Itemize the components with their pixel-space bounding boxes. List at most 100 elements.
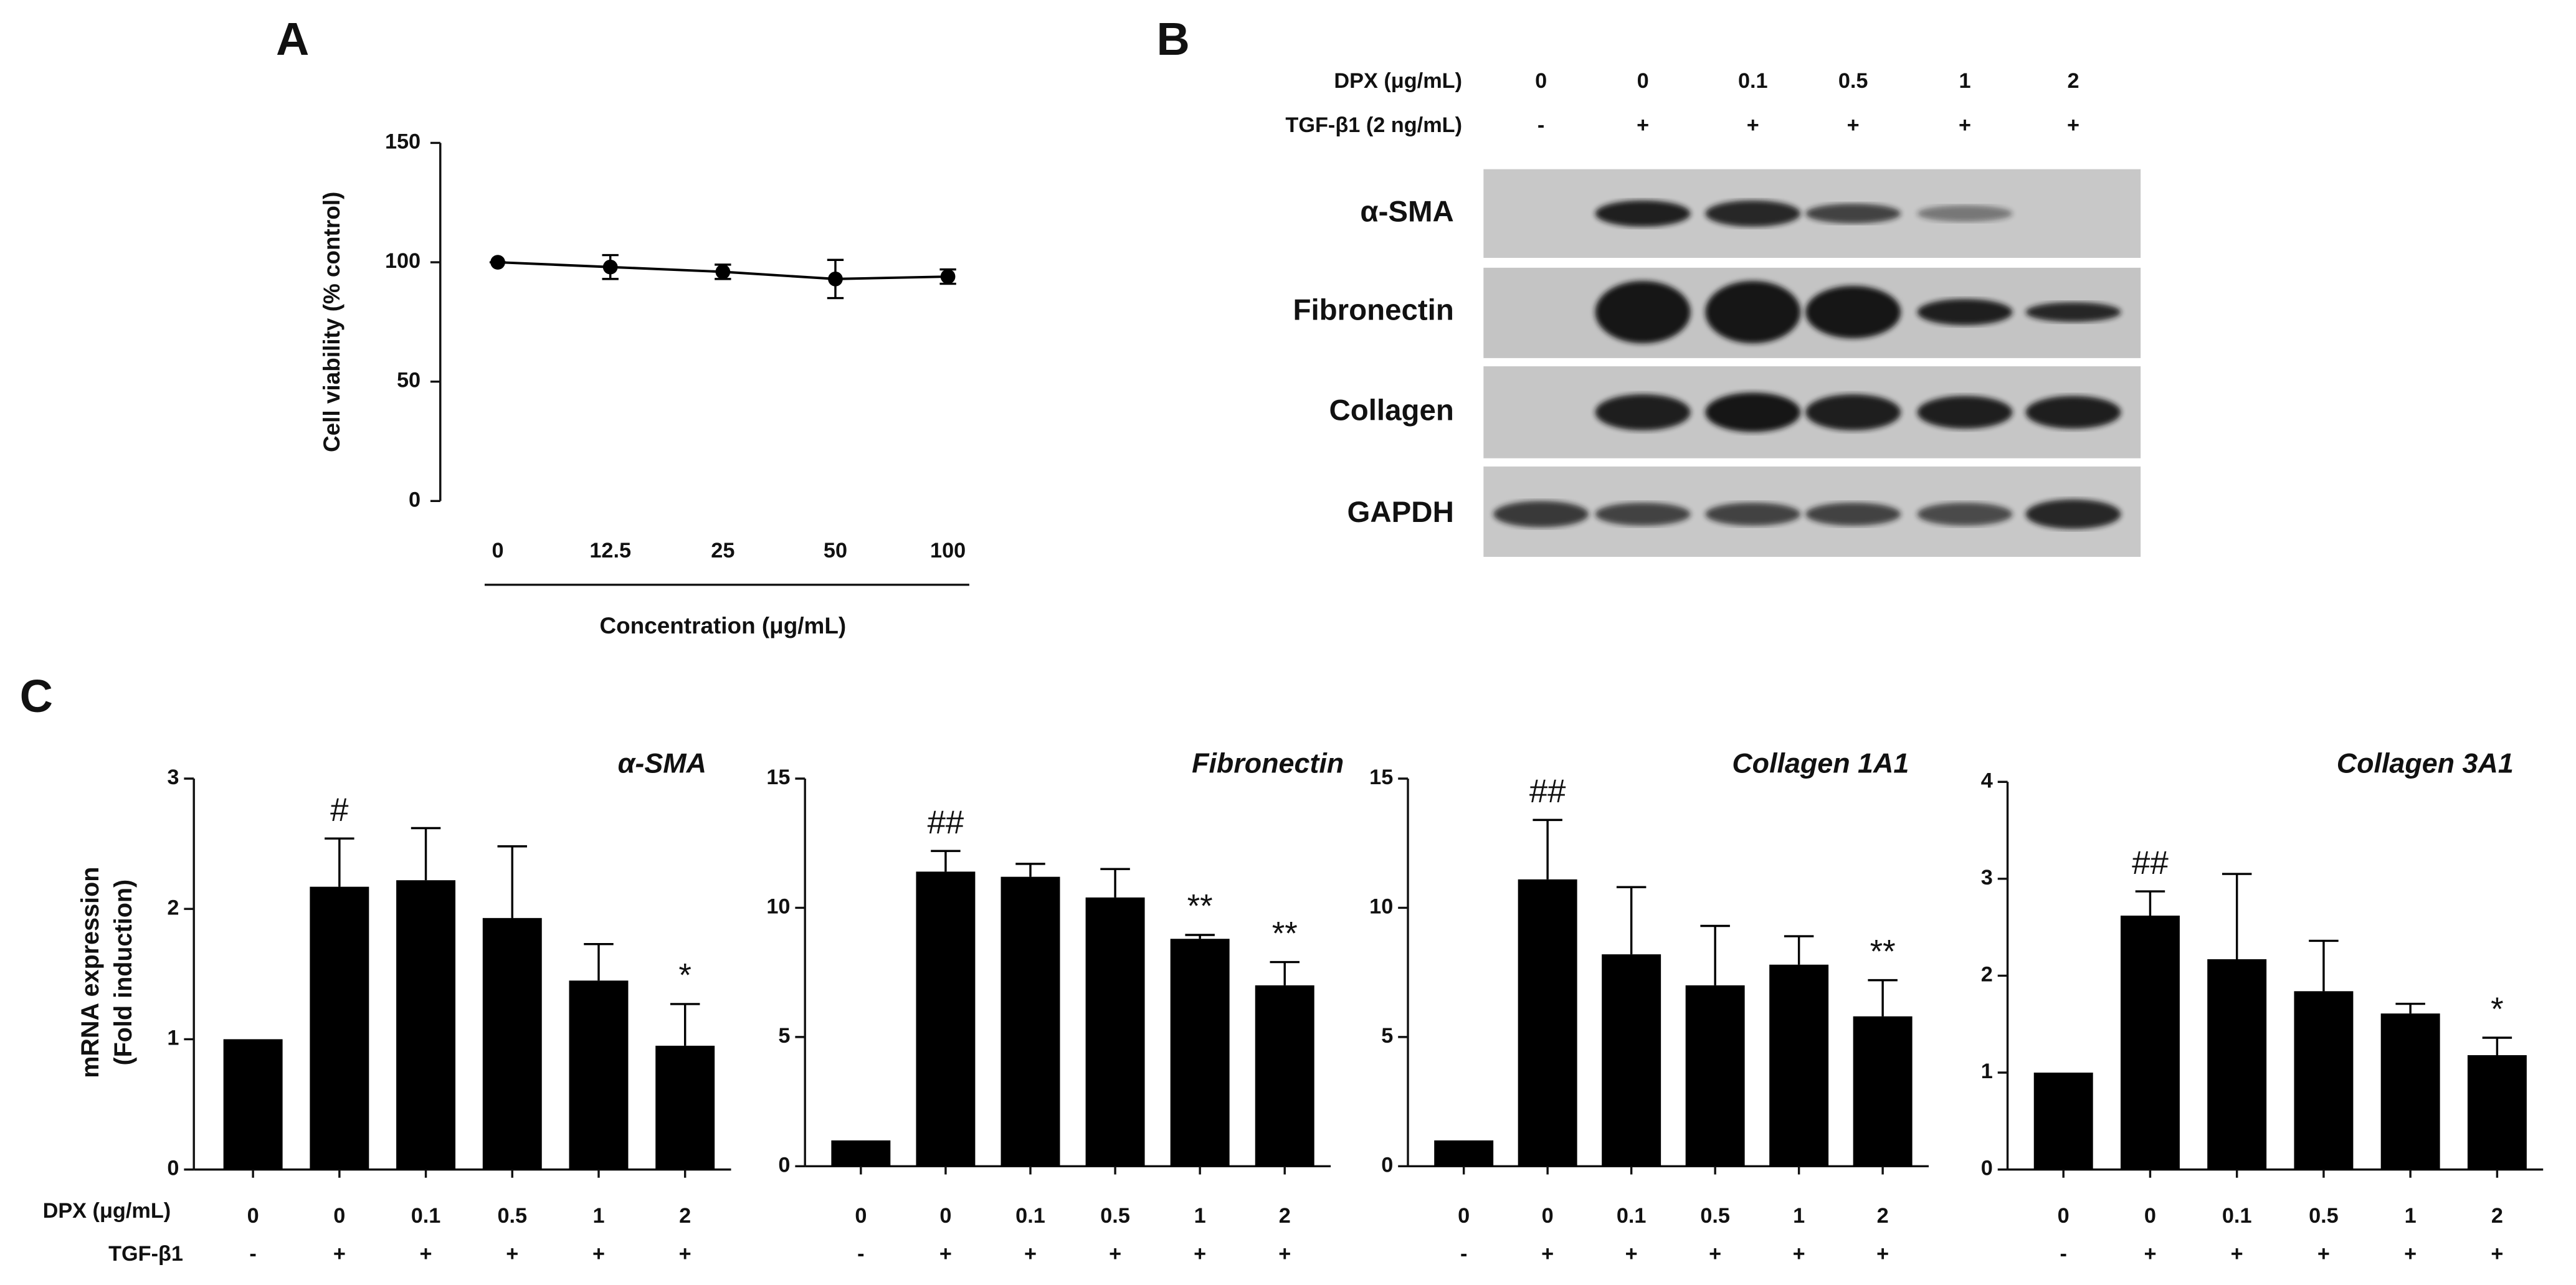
band: [1805, 394, 1901, 430]
bar: [2033, 1073, 2093, 1170]
band-label: Fibronectin: [1293, 294, 1453, 327]
x-sign-label: +: [333, 1242, 346, 1266]
point: [490, 255, 505, 270]
error-bar: [1533, 818, 1562, 880]
y-tick-label: 0: [1381, 1153, 1393, 1177]
y-tick-label: 10: [766, 894, 790, 918]
band: [1595, 280, 1691, 344]
error-bar: [1784, 935, 1814, 965]
point: [715, 264, 731, 280]
error-bar: [2482, 1036, 2512, 1056]
x-tick-label: 1: [1793, 1204, 1805, 1228]
lane-sign: -: [1538, 113, 1544, 137]
x-tick-label: 2: [1279, 1204, 1291, 1228]
error-bar: [2222, 873, 2252, 959]
x-sign-label: +: [1625, 1242, 1638, 1266]
error-bar: [584, 942, 614, 981]
chart-title: α-SMA: [618, 747, 706, 779]
bar: [482, 918, 542, 1170]
bar: [1170, 939, 1230, 1167]
y-tick-label: 5: [1381, 1024, 1393, 1048]
point: [602, 259, 618, 275]
bar: [2294, 991, 2354, 1170]
x-sign-label: +: [679, 1242, 692, 1266]
x-tick-label: 1: [2405, 1204, 2417, 1228]
point: [940, 269, 956, 284]
y-tick-label: 150: [385, 130, 421, 153]
bar: [310, 886, 369, 1170]
x-tick-label: 0.1: [2222, 1204, 2252, 1228]
annotation: **: [1272, 915, 1298, 952]
bar: [1434, 1140, 1494, 1167]
x-tick-label: 12.5: [589, 539, 631, 562]
y-tick-label: 0: [167, 1157, 179, 1180]
y-tick-label: 0: [778, 1153, 790, 1177]
y-tick-label: 4: [1981, 769, 1993, 792]
y-tick-label: 0: [409, 488, 421, 511]
lane-sign: +: [2067, 113, 2079, 137]
x-tick-label: 0.5: [497, 1204, 527, 1228]
annotation: ##: [928, 804, 964, 841]
bar: [1853, 1016, 1913, 1167]
y-axis-label: mRNA expression: [77, 867, 104, 1078]
bar: [569, 980, 629, 1170]
band: [1595, 502, 1691, 526]
y-tick-label: 3: [1981, 866, 1993, 889]
y-tick-label: 2: [167, 896, 179, 919]
blot-row-label: TGF-β1 (2 ng/mL): [1285, 113, 1462, 137]
x-tick-label: 0.5: [1700, 1204, 1730, 1228]
error-bar: [411, 827, 441, 881]
bar: [1769, 964, 1829, 1167]
x-sign-label: +: [2144, 1242, 2156, 1266]
lane-label: 0: [1535, 69, 1547, 93]
bar: [2380, 1013, 2440, 1170]
band: [2025, 302, 2121, 322]
x-sign-label: -: [857, 1242, 864, 1266]
x-tick-label: 0.1: [411, 1204, 441, 1228]
band: [1805, 285, 1901, 339]
bar: [655, 1045, 715, 1170]
row-label: DPX (μg/mL): [43, 1199, 171, 1223]
band: [1805, 502, 1901, 526]
bar: [831, 1140, 891, 1167]
band: [1595, 394, 1691, 430]
x-sign-label: +: [1876, 1242, 1889, 1266]
x-sign-label: +: [2491, 1242, 2503, 1266]
error-bar: [931, 850, 961, 872]
lane-label: 2: [2068, 69, 2079, 93]
x-tick-label: 0: [2058, 1204, 2070, 1228]
x-tick-label: 0.5: [1100, 1204, 1130, 1228]
error-bar: [1185, 934, 1215, 939]
annotation: **: [1870, 933, 1896, 970]
x-sign-label: +: [1109, 1242, 1121, 1266]
x-tick-label: 25: [711, 539, 734, 562]
x-tick-label: 100: [930, 539, 966, 562]
x-sign-label: -: [2060, 1242, 2066, 1266]
band: [1705, 392, 1801, 432]
y-tick-label: 3: [167, 766, 179, 789]
x-tick-label: 0: [939, 1204, 951, 1228]
x-tick-label: 0: [333, 1204, 345, 1228]
y-axis-label: (Fold induction): [110, 880, 137, 1066]
band: [1705, 502, 1801, 526]
x-sign-label: +: [2404, 1242, 2417, 1266]
bar: [2207, 959, 2267, 1170]
annotation: ##: [2132, 845, 2169, 881]
error-bar: [1100, 868, 1130, 898]
x-axis-label: Concentration (μg/mL): [599, 613, 846, 638]
y-axis-label: Cell viability (% control): [319, 192, 345, 452]
y-tick-label: 50: [397, 369, 421, 392]
error-bar: [2135, 890, 2165, 916]
y-tick-label: 5: [778, 1024, 790, 1048]
lane-label: 0: [1637, 69, 1649, 93]
error-bar: [2309, 939, 2339, 992]
x-sign-label: +: [420, 1242, 432, 1266]
lane-sign: +: [1959, 113, 1971, 137]
band: [1805, 203, 1901, 224]
x-sign-label: +: [2317, 1242, 2330, 1266]
band-label: GAPDH: [1347, 496, 1453, 529]
bar: [1000, 876, 1060, 1167]
band-label: Collagen: [1329, 394, 1453, 427]
bar: [2467, 1055, 2527, 1170]
